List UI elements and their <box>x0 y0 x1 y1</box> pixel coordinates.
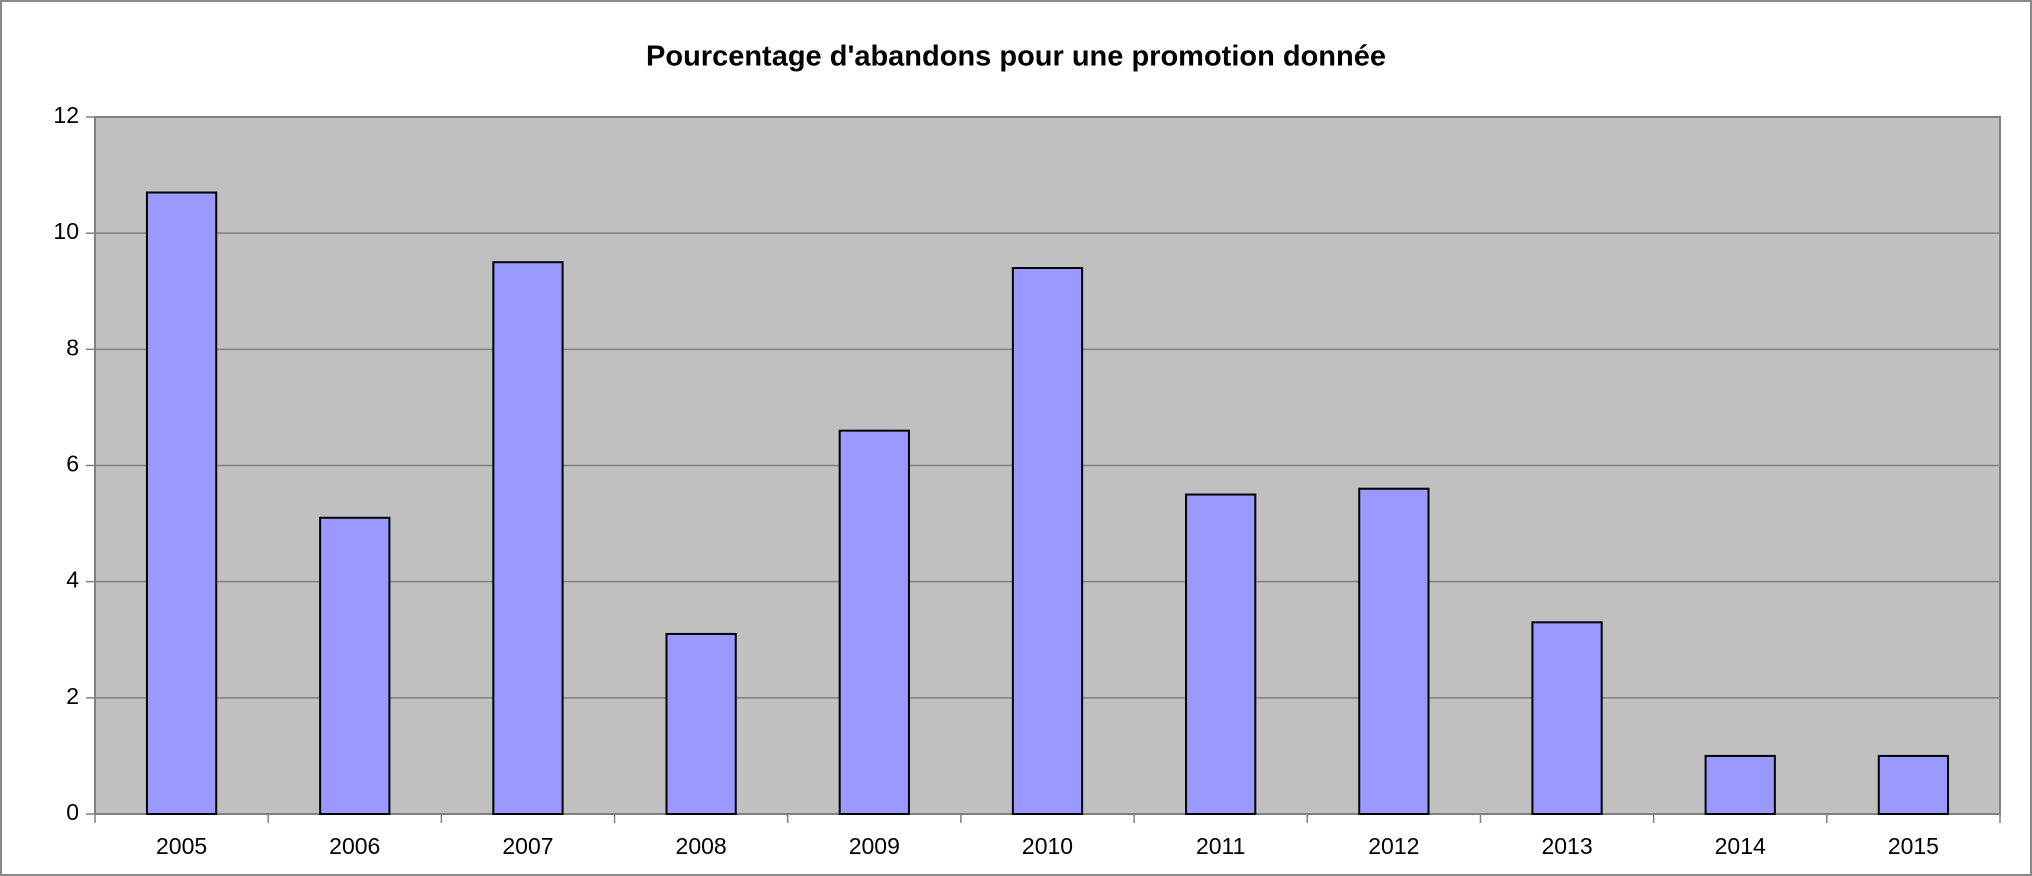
x-tick-label: 2012 <box>1368 833 1419 859</box>
y-tick-label: 8 <box>66 334 79 360</box>
y-tick-label: 2 <box>66 683 79 709</box>
x-tick-label: 2008 <box>676 833 727 859</box>
bar <box>1877 754 1950 816</box>
bar <box>319 516 391 816</box>
chart-title: Pourcentage d'abandons pour une promotio… <box>646 41 1386 73</box>
x-tick-label: 2011 <box>1196 833 1245 859</box>
x-tick-label: 2009 <box>849 833 900 859</box>
x-tick-label: 2010 <box>1022 833 1073 859</box>
x-tick-label: 2015 <box>1888 833 1939 859</box>
bar <box>665 632 737 815</box>
x-tick-label: 2007 <box>502 833 553 859</box>
y-tick-label: 4 <box>66 567 79 593</box>
y-tick-label: 6 <box>66 451 79 477</box>
bar <box>1704 754 1776 816</box>
bar <box>1358 487 1430 815</box>
y-tick-label: 12 <box>53 102 79 128</box>
bar <box>1011 267 1084 815</box>
bar <box>492 261 564 816</box>
y-tick-label: 0 <box>66 799 79 825</box>
bar <box>1185 493 1257 815</box>
x-tick-label: 2013 <box>1541 833 1592 859</box>
x-tick-label: 2006 <box>329 833 380 859</box>
y-tick-label: 10 <box>53 218 79 244</box>
bar <box>838 429 910 815</box>
x-tick-label: 2005 <box>156 833 207 859</box>
x-tick-label: 2014 <box>1715 833 1766 859</box>
bar <box>145 191 218 815</box>
bar <box>1531 621 1603 816</box>
